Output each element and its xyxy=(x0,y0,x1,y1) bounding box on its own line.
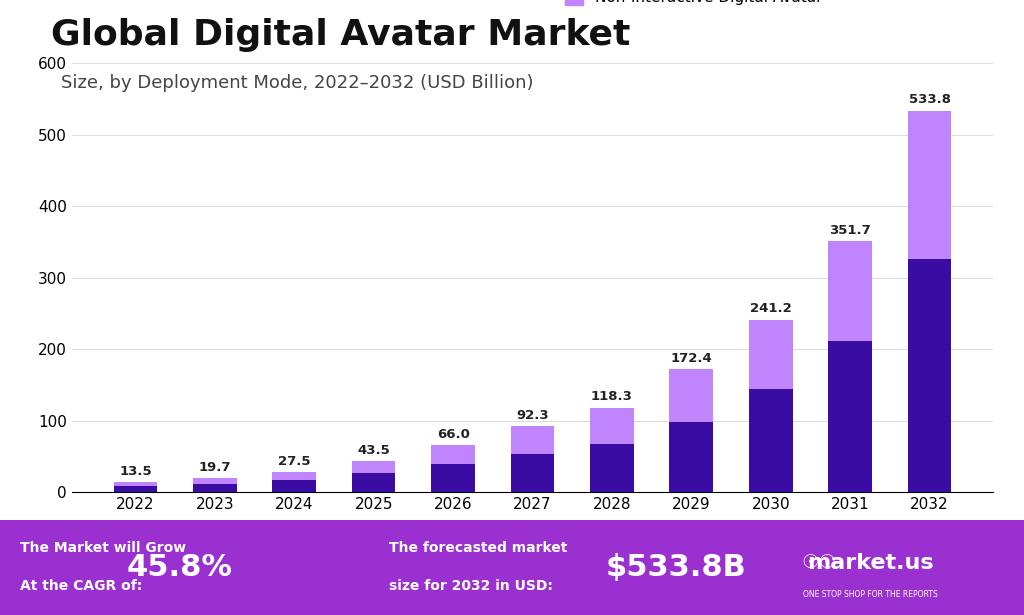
Text: 241.2: 241.2 xyxy=(750,303,792,315)
Text: 43.5: 43.5 xyxy=(357,443,390,457)
Bar xyxy=(193,483,237,492)
Text: 533.8: 533.8 xyxy=(908,93,950,106)
Text: 172.4: 172.4 xyxy=(671,352,712,365)
Text: 92.3: 92.3 xyxy=(516,409,549,422)
Bar xyxy=(431,464,475,492)
Bar xyxy=(114,486,158,492)
Text: The forecasted market: The forecasted market xyxy=(389,541,567,555)
Bar xyxy=(907,260,951,492)
Bar xyxy=(272,472,316,480)
Bar xyxy=(511,454,554,492)
Text: Size, by Deployment Mode, 2022–2032 (USD Billion): Size, by Deployment Mode, 2022–2032 (USD… xyxy=(61,74,534,92)
Bar xyxy=(431,445,475,464)
Text: 27.5: 27.5 xyxy=(278,455,310,468)
Text: ☉☉: ☉☉ xyxy=(802,553,837,572)
Text: Global Digital Avatar Market: Global Digital Avatar Market xyxy=(51,18,631,52)
Bar xyxy=(352,461,395,474)
Bar xyxy=(749,389,793,492)
Text: 45.8%: 45.8% xyxy=(126,553,232,582)
Text: The Market will Grow: The Market will Grow xyxy=(20,541,186,555)
Bar xyxy=(670,422,713,492)
Text: $533.8B: $533.8B xyxy=(605,553,746,582)
Bar xyxy=(670,369,713,422)
Text: At the CAGR of:: At the CAGR of: xyxy=(20,579,142,593)
Bar xyxy=(749,320,793,389)
Bar xyxy=(828,341,872,492)
Text: 118.3: 118.3 xyxy=(591,391,633,403)
Bar xyxy=(352,474,395,492)
Text: 13.5: 13.5 xyxy=(119,465,152,478)
Bar xyxy=(511,426,554,454)
Text: size for 2032 in USD:: size for 2032 in USD: xyxy=(389,579,553,593)
Bar xyxy=(272,480,316,492)
Bar xyxy=(590,444,634,492)
Legend: Interactive Digital Avatar, Non-Interactive Digital Avatar: Interactive Digital Avatar, Non-Interact… xyxy=(558,0,828,11)
Text: 66.0: 66.0 xyxy=(436,427,469,440)
Bar xyxy=(193,478,237,483)
Bar xyxy=(907,111,951,260)
Text: 351.7: 351.7 xyxy=(829,223,871,237)
FancyBboxPatch shape xyxy=(0,520,1024,615)
Text: market.us: market.us xyxy=(807,552,934,573)
Text: 19.7: 19.7 xyxy=(199,461,231,474)
Text: ONE STOP SHOP FOR THE REPORTS: ONE STOP SHOP FOR THE REPORTS xyxy=(803,590,938,598)
Bar xyxy=(590,408,634,444)
Bar xyxy=(828,241,872,341)
Bar xyxy=(114,482,158,486)
